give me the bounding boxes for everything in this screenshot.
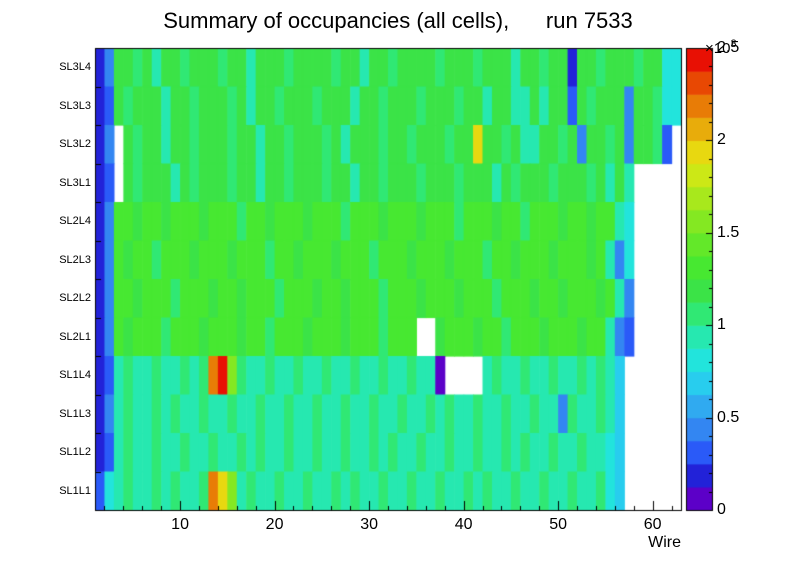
x-tick-label-30: 30 [360,516,378,533]
colorbar-multiplier: ×103 [705,38,737,57]
y-axis-label-SL3L3: SL3L3 [59,99,91,112]
colorbar-tick-label-0.5: 0.5 [717,408,740,426]
colorbar-tick-label-2: 2 [717,131,726,149]
y-axis-label-SL2L3: SL2L3 [59,253,91,266]
colorbar-tick-label-1.5: 1.5 [717,223,740,241]
y-axis-label-SL3L1: SL3L1 [59,176,91,189]
x-tick-label-10: 10 [171,516,189,533]
y-axis-label-SL3L4: SL3L4 [59,61,91,74]
y-axis-label-SL1L3: SL1L3 [59,407,91,420]
y-axis-label-SL2L4: SL2L4 [59,215,91,228]
colorbar-tick-label-0: 0 [717,501,726,518]
y-axis-label-SL1L2: SL1L2 [59,446,91,459]
colorbar-tick-label-2.5: 2.5 [717,39,740,56]
y-axis-label-SL2L1: SL2L1 [59,330,91,343]
x-tick-label-20: 20 [265,516,284,533]
x-tick-label-40: 40 [454,516,473,533]
x-axis-title: Wire [648,534,681,551]
y-axis-label-SL1L1: SL1L1 [59,484,91,497]
y-axis-label-SL1L4: SL1L4 [59,369,91,382]
y-axis-label-SL2L2: SL2L2 [59,292,91,305]
x-tick-label-60: 60 [643,516,662,533]
colorbar-tick-label-1: 1 [717,316,726,334]
y-axis-label-SL3L2: SL3L2 [59,138,91,151]
x-tick-label-50: 50 [549,516,568,533]
